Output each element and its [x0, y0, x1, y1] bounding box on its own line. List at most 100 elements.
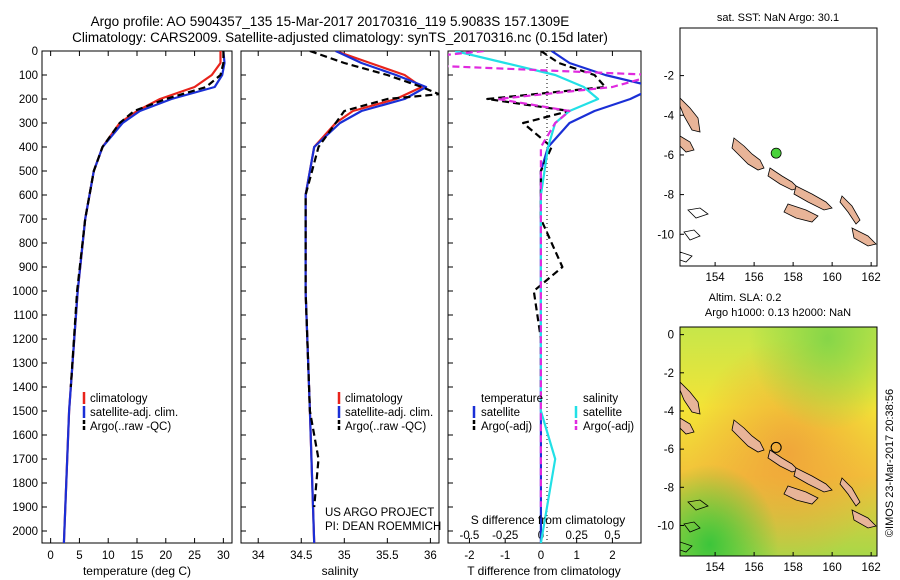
map-x-tick-label: 160: [823, 562, 842, 574]
x-tick-label: 10: [102, 550, 115, 562]
s-tick-label: -0.5: [460, 530, 480, 542]
island-new-britain: [680, 417, 695, 435]
sla-map-title-2: Argo h1000: 0.13 h2000: NaN: [705, 307, 851, 319]
island-bougainville: [731, 137, 765, 171]
sst-map-ticks: 154 156 158 160 162 -2 -4 -6 -8 -10: [657, 71, 880, 284]
map-x-tick-label: 160: [823, 272, 842, 284]
island-bougainville: [731, 419, 765, 453]
map-x-tick-label: 154: [706, 272, 726, 284]
x-tick-label: 34.5: [290, 550, 312, 562]
island-makira: [851, 227, 877, 247]
island-new-ireland: [680, 381, 701, 415]
x-tick-label: 1: [573, 550, 579, 562]
difference-panel: [447, 50, 642, 544]
salinity-legend: climatology satellite-adj. clim. Argo(..…: [337, 392, 433, 433]
y-tick-label: 1800: [12, 478, 38, 490]
map-y-tick-label: -4: [664, 110, 675, 122]
x-tick-label: 2: [609, 550, 615, 562]
map-x-tick-label: 158: [784, 562, 803, 574]
s-difference-axis-label: S difference from climatology: [471, 513, 626, 527]
y-tick-label: 100: [19, 70, 38, 82]
sst-map-land: [680, 97, 877, 263]
pi-annotation: PI: DEAN ROEMMICH: [325, 521, 441, 533]
y-tick-label: 1700: [12, 454, 38, 466]
title-line-2: Climatology: CARS2009. Satellite-adjuste…: [72, 30, 608, 45]
legend-label-t-argo: Argo(-adj): [481, 421, 532, 433]
map-y-tick-label: -10: [657, 229, 674, 241]
argo-float-marker: [770, 441, 782, 453]
sst-map-title: sat. SST: NaN Argo: 30.1: [717, 12, 839, 24]
map-x-tick-label: 156: [745, 562, 764, 574]
x-tick-label: 34: [252, 550, 265, 562]
copyright-side-label: ©IMOS 23-Mar-2017 20:38:56: [884, 389, 896, 537]
x-tick-label: 30: [217, 550, 230, 562]
x-tick-label: 20: [159, 550, 172, 562]
series-line-temperature-satellite: [539, 51, 641, 543]
title-line-1: Argo profile: AO 5904357_135 15-Mar-2017…: [91, 14, 570, 29]
argo-float-marker: [770, 147, 782, 159]
x-tick-label: 0: [47, 550, 53, 562]
sla-map-title-1: Altim. SLA: 0.2: [709, 292, 782, 304]
island-louisiade: [687, 207, 709, 219]
legend-label-satellite: satellite-adj. clim.: [345, 407, 433, 419]
map-y-tick-label: 0: [668, 330, 674, 342]
y-tick-label: 500: [19, 166, 38, 178]
legend-heading-salinity: salinity: [583, 393, 618, 405]
map-y-tick-label: -10: [657, 520, 674, 532]
map-y-tick-label: -8: [664, 482, 674, 494]
legend-heading-temperature: temperature: [481, 393, 543, 405]
x-tick-label: 15: [131, 550, 144, 562]
axes-layer: 0 5 10 15 20 25 300100200300400500600700800900…: [12, 46, 620, 562]
y-tick-label: 900: [19, 262, 38, 274]
x-tick-label: 0: [538, 550, 544, 562]
legend-label-t-satellite: satellite: [481, 407, 520, 419]
legend-label-s-argo: Argo(-adj): [583, 421, 634, 433]
s-tick-label: 0.25: [565, 530, 587, 542]
y-tick-label: 400: [19, 142, 38, 154]
difference-legend: temperature salinity satellite Argo(-adj…: [472, 393, 634, 433]
temperature-series-group: [62, 51, 226, 543]
y-tick-label: 1900: [12, 502, 38, 514]
island-rossel: [683, 229, 701, 241]
island-santa-isabel: [793, 185, 833, 211]
island-new-britain: [680, 135, 695, 153]
salinity-axis-label: salinity: [322, 564, 359, 578]
map-x-tick-label: 158: [784, 272, 803, 284]
sst-map-frame: [679, 27, 878, 267]
temperature-panel: [41, 50, 233, 544]
legend-label-s-satellite: satellite: [583, 407, 622, 419]
island-guadalcanal: [783, 485, 819, 505]
map-x-tick-label: 162: [862, 562, 881, 574]
series-line-temperature-argo-adj: [486, 51, 607, 387]
map-y-tick-label: -8: [664, 190, 674, 202]
island-tip-sw: [680, 251, 693, 263]
map-y-tick-label: -4: [664, 406, 675, 418]
legend-label-satellite: satellite-adj. clim.: [90, 407, 178, 419]
sla-map-ticks: 154 156 158 160 162 0 -2 -4 -6 -8 -10: [657, 330, 880, 574]
y-tick-label: 1000: [12, 286, 38, 298]
island-malaita: [839, 477, 861, 507]
island-new-ireland: [680, 97, 701, 133]
temperature-legend: climatology satellite-adj. clim. Argo(..…: [82, 392, 178, 433]
series-line-argo-raw-qc: [69, 51, 225, 388]
map-x-tick-label: 162: [862, 272, 881, 284]
x-tick-label: 35: [338, 550, 351, 562]
s-tick-label: 0.5: [604, 530, 620, 542]
sla-map-field: [680, 327, 877, 556]
x-tick-label: -2: [464, 550, 474, 562]
map-y-tick-label: -2: [664, 71, 674, 83]
project-annotation: US ARGO PROJECT: [325, 507, 434, 519]
legend-label-argo: Argo(..raw -QC): [345, 421, 426, 433]
series-line-climatology: [62, 51, 222, 543]
island-makira: [851, 509, 877, 529]
y-tick-label: 800: [19, 238, 38, 250]
series-line-climatology: [304, 51, 423, 543]
y-tick-label: 300: [19, 118, 38, 130]
x-tick-label: 35.5: [376, 550, 398, 562]
t-difference-axis-label: T difference from climatology: [467, 564, 621, 578]
s-tick-label: -0.25: [492, 530, 518, 542]
series-line-satellite-adj-clim: [62, 51, 226, 543]
island-guadalcanal: [783, 203, 819, 223]
map-y-tick-label: -6: [664, 150, 674, 162]
